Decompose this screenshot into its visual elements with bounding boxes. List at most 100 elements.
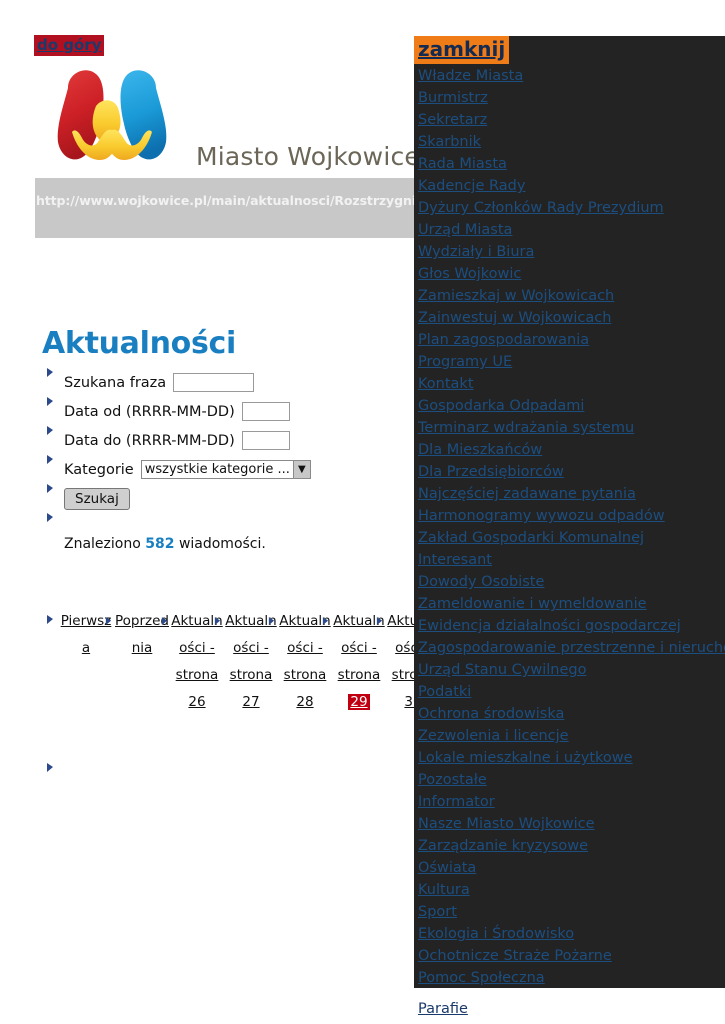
nav-item[interactable]: Urząd Stanu Cywilnego — [418, 662, 587, 678]
nav-item-parafie[interactable]: Parafie — [418, 1001, 468, 1017]
form-row-category: Kategorie wszystkie kategorie ... ▼ — [42, 455, 311, 484]
nav-item[interactable]: Zakład Gospodarki Komunalnej — [418, 530, 645, 546]
bullet-arrow-icon — [376, 609, 383, 625]
navigation-menu: Władze Miasta Burmistrz Sekretarz Skarbn… — [418, 65, 725, 988]
nav-item[interactable]: Podatki — [418, 684, 472, 700]
nav-item[interactable]: Pomoc Społeczna — [418, 970, 545, 986]
pagination-page-link[interactable]: Aktualności - strona 27 — [225, 613, 277, 710]
pagination-page[interactable]: Aktualności - strona 28 — [278, 608, 332, 716]
nav-item[interactable]: Programy UE — [418, 354, 513, 370]
pagination-page-link[interactable]: Aktualności - strona 26 — [171, 613, 223, 710]
pagination-cells: Pierwsza Poprzednia Aktualności - strona… — [58, 608, 439, 716]
nav-item[interactable]: Wydziały i Biura — [418, 244, 535, 260]
bullet-arrow-icon — [46, 610, 54, 624]
nav-item[interactable]: Zezwolenia i licencje — [418, 728, 569, 744]
nav-item[interactable]: Gospodarka Odpadami — [418, 398, 585, 414]
form-row-phrase: Szukana fraza — [42, 368, 311, 397]
search-phrase-input[interactable] — [173, 373, 255, 392]
site-title: Miasto Wojkowice — [196, 142, 421, 171]
news-search-form: Szukana fraza Data od (RRRR-MM-DD) Data … — [42, 368, 311, 542]
pagination-first-link[interactable]: Pierwsza — [60, 613, 112, 656]
nav-item[interactable]: Harmonogramy wywozu odpadów — [418, 508, 665, 524]
bullet-arrow-icon — [161, 609, 168, 625]
nav-item[interactable]: Sekretarz — [418, 112, 488, 128]
nav-item[interactable]: Nasze Miasto Wojkowice — [418, 816, 595, 832]
date-to-label: Data do (RRRR-MM-DD) — [64, 432, 235, 449]
form-row-spacer — [42, 513, 311, 542]
nav-item[interactable]: Ewidencja działalności gospodarczej — [418, 618, 681, 634]
nav-item[interactable]: Burmistrz — [418, 90, 488, 106]
navigation-panel: zamknij Władze Miasta Burmistrz Sekretar… — [414, 36, 725, 988]
bullet-arrow-icon — [46, 758, 54, 772]
nav-item[interactable]: Dowody Osobiste — [418, 574, 545, 590]
nav-item[interactable]: Terminarz wdrażania systemu — [418, 420, 635, 436]
nav-item[interactable]: Ochrona środowiska — [418, 706, 565, 722]
nav-item[interactable]: Zarządzanie kryzysowe — [418, 838, 589, 854]
search-submit-button[interactable]: Szukaj — [64, 487, 130, 510]
nav-item[interactable]: Zagospodarowanie przestrzenne i nierucho… — [418, 640, 725, 656]
nav-item[interactable]: Sport — [418, 904, 457, 920]
nav-item[interactable]: Zamieszkaj w Wojkowicach — [418, 288, 615, 304]
pagination-page-link[interactable]: Aktualności - strona 28 — [279, 613, 331, 710]
nav-item[interactable]: Kontakt — [418, 376, 474, 392]
bullet-arrow-icon — [105, 609, 112, 625]
category-select[interactable]: wszystkie kategorie ... ▼ — [140, 460, 311, 479]
phrase-label: Szukana fraza — [64, 374, 167, 391]
nav-item[interactable]: Interesant — [418, 552, 492, 568]
nav-item[interactable]: Skarbnik — [418, 134, 482, 150]
bullet-arrow-icon — [46, 368, 54, 378]
date-to-input[interactable] — [241, 431, 290, 450]
pagination: Pierwsza Poprzednia Aktualności - strona… — [42, 608, 439, 716]
bullet-arrow-icon — [322, 609, 329, 625]
nav-item[interactable]: Dla Mieszkańców — [418, 442, 543, 458]
nav-item[interactable]: Dla Przedsiębiorców — [418, 464, 564, 480]
chevron-down-icon: ▼ — [292, 461, 310, 478]
date-from-label: Data od (RRRR-MM-DD) — [64, 403, 235, 420]
close-panel-link[interactable]: zamknij — [414, 36, 510, 64]
pagination-first[interactable]: Pierwsza — [58, 608, 114, 662]
pagination-page[interactable]: Aktualności - strona 26 — [170, 608, 224, 716]
pagination-page-current[interactable]: Aktualności - strona 29 — [332, 608, 386, 716]
nav-item[interactable]: Oświata — [418, 860, 477, 876]
results-count-line: Znaleziono 582 wiadomości. — [64, 536, 266, 552]
form-row-date-to: Data do (RRRR-MM-DD) — [42, 426, 311, 455]
nav-item[interactable]: Ochotnicze Straże Pożarne — [418, 948, 612, 964]
bullet-arrow-icon — [46, 397, 54, 407]
nav-item[interactable]: Plan zagospodarowania — [418, 332, 590, 348]
nav-item[interactable]: Zainwestuj w Wojkowicach — [418, 310, 612, 326]
pagination-page[interactable]: Aktualności - strona 27 — [224, 608, 278, 716]
nav-item[interactable]: Władze Miasta — [418, 68, 524, 84]
bullet-arrow-icon — [46, 426, 54, 436]
nav-item[interactable]: Zameldowanie i wymeldowanie — [418, 596, 647, 612]
results-count: 582 — [145, 536, 175, 552]
results-suffix: wiadomości. — [178, 536, 266, 552]
pagination-current-number: 29 — [348, 694, 370, 710]
nav-item[interactable]: Lokale mieszkalne i użytkowe — [418, 750, 633, 766]
page-title: Aktualności — [42, 326, 236, 362]
nav-item[interactable]: Urząd Miasta — [418, 222, 513, 238]
nav-item[interactable]: Kultura — [418, 882, 470, 898]
city-logo — [38, 62, 186, 168]
nav-item[interactable]: Informator — [418, 794, 495, 810]
form-row-submit: Szukaj — [42, 484, 311, 513]
nav-item[interactable]: Rada Miasta — [418, 156, 507, 172]
pagination-prev-link[interactable]: Poprzednia — [115, 613, 169, 656]
nav-item[interactable]: Głos Wojkowic — [418, 266, 522, 282]
bullet-arrow-icon — [46, 455, 54, 465]
pagination-page-label: Aktualności - strona — [333, 613, 385, 683]
nav-item[interactable]: Ekologia i Środowisko — [418, 926, 575, 942]
nav-item[interactable]: Pozostałe — [418, 772, 487, 788]
nav-item[interactable]: Kadencje Rady — [418, 178, 526, 194]
back-to-top-link[interactable]: do góry — [34, 35, 105, 56]
url-text: http://www.wojkowice.pl/main/aktualnosci… — [36, 193, 416, 208]
bullet-arrow-icon — [268, 609, 275, 625]
nav-item[interactable]: Najczęściej zadawane pytania — [418, 486, 636, 502]
pagination-page-link-active[interactable]: Aktualności - strona 29 — [333, 613, 385, 710]
pagination-prev[interactable]: Poprzednia — [114, 608, 170, 662]
category-label: Kategorie — [64, 461, 134, 478]
date-from-input[interactable] — [241, 402, 290, 421]
category-selected-value: wszystkie kategorie ... — [144, 462, 290, 477]
nav-item[interactable]: Dyżury Członków Rady Prezydium — [418, 200, 664, 216]
bullet-arrow-icon — [214, 609, 221, 625]
results-prefix: Znaleziono — [64, 536, 141, 552]
